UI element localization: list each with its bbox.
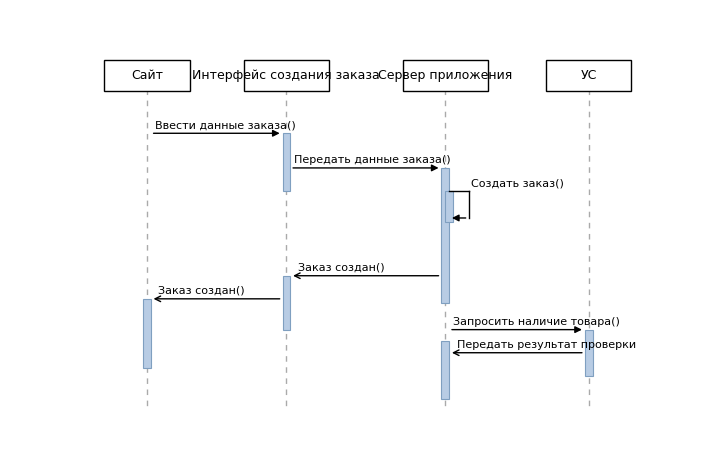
Text: Заказ создан(): Заказ создан() — [298, 263, 385, 272]
Text: Передать результат проверки: Передать результат проверки — [457, 340, 636, 350]
Bar — [442, 168, 449, 303]
Text: Сайт: Сайт — [131, 69, 163, 82]
Text: Сервер приложения: Сервер приложения — [378, 69, 513, 82]
Text: Передать данные заказа(): Передать данные заказа() — [294, 155, 451, 165]
Text: Ввести данные заказа(): Ввести данные заказа() — [155, 120, 295, 130]
Bar — [403, 60, 488, 91]
Text: Создать заказ(): Создать заказ() — [471, 179, 564, 189]
Bar — [585, 330, 593, 376]
Bar — [283, 133, 290, 191]
Bar — [244, 60, 329, 91]
Bar — [283, 276, 290, 330]
Text: УС: УС — [581, 69, 597, 82]
Text: Заказ создан(): Заказ создан() — [158, 286, 245, 296]
Bar — [442, 341, 449, 399]
Text: Запросить наличие товара(): Запросить наличие товара() — [453, 317, 620, 326]
Bar — [143, 299, 151, 368]
Bar — [104, 60, 190, 91]
Text: Интерфейс создания заказа: Интерфейс создания заказа — [192, 69, 381, 82]
Bar — [445, 191, 453, 222]
Bar — [546, 60, 631, 91]
